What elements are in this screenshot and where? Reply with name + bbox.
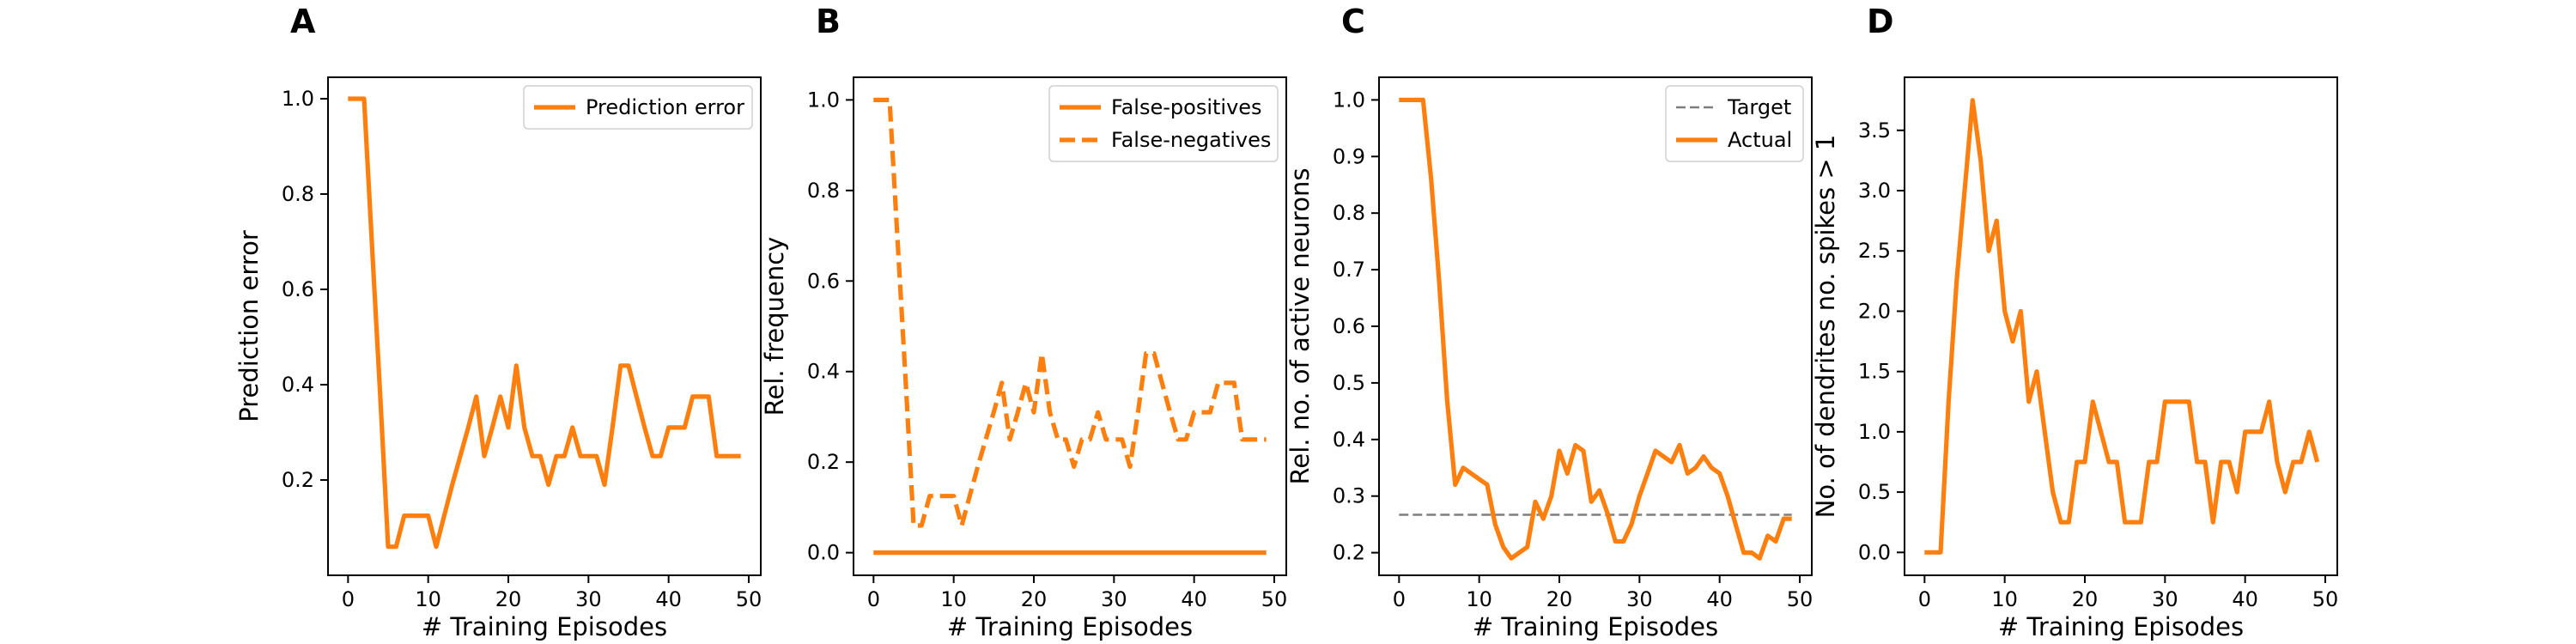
y-tick-label-c-0: 0.2 bbox=[1333, 541, 1365, 565]
y-tick-label-d-7: 3.5 bbox=[1858, 118, 1891, 143]
x-tick-label-d-1: 10 bbox=[1991, 587, 2018, 611]
panel-letter-b: B bbox=[816, 3, 841, 40]
legend-box-b bbox=[1048, 85, 1279, 162]
y-axis-label-a: Prediction error bbox=[234, 230, 264, 422]
series-line-a-0 bbox=[348, 96, 741, 550]
y-tick-label-b-0: 0.0 bbox=[807, 541, 840, 565]
y-tick-label-d-1: 0.5 bbox=[1858, 480, 1891, 504]
x-tick-label-b-5: 50 bbox=[1261, 587, 1288, 611]
y-tick-label-a-3: 0.8 bbox=[282, 182, 314, 206]
axes-frame-d bbox=[1904, 76, 2338, 576]
x-axis-label-c: # Training Episodes bbox=[1473, 612, 1718, 641]
axes-frame-b bbox=[853, 76, 1287, 576]
axes-frame-a bbox=[327, 76, 762, 576]
y-tick-label-d-4: 2.0 bbox=[1858, 299, 1891, 323]
x-tick-label-b-1: 10 bbox=[940, 587, 967, 611]
x-tick-label-c-5: 50 bbox=[1787, 587, 1814, 611]
y-tick-label-c-3: 0.5 bbox=[1333, 371, 1365, 395]
panel-letter-d: D bbox=[1867, 3, 1894, 40]
y-tick-label-b-5: 1.0 bbox=[807, 88, 840, 112]
x-tick-label-d-4: 40 bbox=[2232, 587, 2258, 611]
legend-box-a bbox=[523, 85, 753, 130]
x-tick-label-b-3: 30 bbox=[1101, 587, 1127, 611]
y-tick-label-c-7: 0.9 bbox=[1333, 144, 1365, 168]
x-axis-label-d: # Training Episodes bbox=[1998, 612, 2244, 641]
y-tick-label-d-3: 1.5 bbox=[1858, 360, 1891, 384]
x-tick-label-b-2: 20 bbox=[1021, 587, 1048, 611]
y-tick-label-c-4: 0.6 bbox=[1333, 314, 1365, 338]
y-tick-label-b-4: 0.8 bbox=[807, 179, 840, 203]
x-tick-label-c-1: 10 bbox=[1466, 587, 1492, 611]
x-tick-label-c-3: 30 bbox=[1626, 587, 1653, 611]
x-tick-label-c-4: 40 bbox=[1706, 587, 1733, 611]
x-tick-label-c-2: 20 bbox=[1546, 587, 1573, 611]
x-tick-label-a-2: 20 bbox=[495, 587, 522, 611]
legend-label-c-0: Target bbox=[1727, 95, 1791, 119]
x-tick-label-a-4: 40 bbox=[655, 587, 682, 611]
legend-label-b-0: False-positives bbox=[1111, 95, 1262, 119]
series-line-c-1 bbox=[1399, 97, 1792, 561]
y-tick-label-d-6: 3.0 bbox=[1858, 179, 1891, 203]
y-tick-label-d-5: 2.5 bbox=[1858, 239, 1891, 263]
x-axis-label-b: # Training Episodes bbox=[947, 612, 1193, 641]
y-tick-label-a-1: 0.4 bbox=[282, 373, 314, 397]
x-tick-label-a-5: 50 bbox=[736, 587, 762, 611]
y-tick-label-c-5: 0.7 bbox=[1333, 258, 1365, 282]
x-tick-label-b-0: 0 bbox=[867, 587, 880, 611]
panel-b: B 0 10 20 30 40 50 0.0 0.2 0.4 0.6 0.8 1.0 # Trainin… bbox=[760, 3, 1287, 641]
panel-c: C 0 10 20 30 40 50 0.2 0.3 0.4 0.5 0.6 0.7 0.8 0.9 1.0… bbox=[1285, 3, 1813, 641]
y-tick-label-a-2: 0.6 bbox=[282, 277, 314, 301]
panel-letter-c: C bbox=[1341, 3, 1365, 40]
y-tick-label-b-1: 0.2 bbox=[807, 450, 840, 474]
y-tick-label-d-0: 0.0 bbox=[1858, 540, 1891, 564]
panel-d: D 0 10 20 30 40 50 0.0 0.5 1.0 1.5 2.0 2.5 3.0 3.5 # T… bbox=[1811, 3, 2338, 641]
series-line-d-0 bbox=[1924, 98, 2320, 555]
y-axis-label-d: No. of dendrites no. spikes > 1 bbox=[1811, 135, 1840, 519]
y-axis-label-b: Rel. frequency bbox=[760, 237, 789, 416]
x-axis-label-a: # Training Episodes bbox=[422, 612, 667, 641]
panel-letter-a: A bbox=[290, 3, 316, 40]
y-tick-label-c-8: 1.0 bbox=[1333, 88, 1365, 112]
x-tick-label-a-1: 10 bbox=[415, 587, 441, 611]
panel-a: A 0 10 20 30 40 50 0.2 0.4 0.6 0.8 1.0 # Training E… bbox=[234, 3, 762, 641]
x-tick-label-d-0: 0 bbox=[1918, 587, 1931, 611]
y-tick-label-c-1: 0.3 bbox=[1333, 484, 1365, 508]
x-tick-label-a-3: 30 bbox=[575, 587, 602, 611]
y-tick-label-a-4: 1.0 bbox=[282, 87, 314, 111]
x-tick-label-b-4: 40 bbox=[1181, 587, 1207, 611]
x-tick-label-a-0: 0 bbox=[342, 587, 355, 611]
x-tick-label-d-3: 30 bbox=[2152, 587, 2178, 611]
legend-label-c-1: Actual bbox=[1728, 128, 1792, 152]
y-tick-label-c-6: 0.8 bbox=[1333, 201, 1365, 225]
y-axis-label-c: Rel. no. of active neurons bbox=[1285, 168, 1315, 485]
y-tick-label-d-2: 1.0 bbox=[1858, 420, 1891, 444]
legend-box-c bbox=[1665, 85, 1804, 162]
legend-label-b-1: False-negatives bbox=[1111, 128, 1271, 152]
x-tick-label-d-5: 50 bbox=[2312, 587, 2339, 611]
series-line-b-1 bbox=[873, 97, 1267, 528]
y-tick-label-a-0: 0.2 bbox=[282, 468, 314, 492]
x-tick-label-d-2: 20 bbox=[2072, 587, 2099, 611]
y-tick-label-c-2: 0.4 bbox=[1333, 428, 1365, 452]
y-tick-label-b-3: 0.6 bbox=[807, 269, 840, 293]
x-tick-label-c-0: 0 bbox=[1393, 587, 1406, 611]
legend-label-a-0: Prediction error bbox=[586, 95, 744, 119]
y-tick-label-b-2: 0.4 bbox=[807, 360, 840, 384]
